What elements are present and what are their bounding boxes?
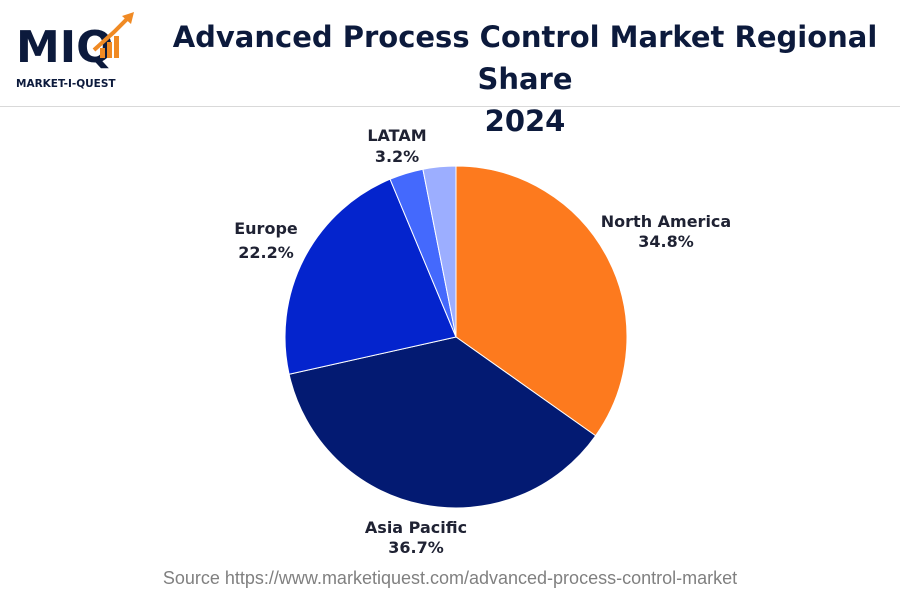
header-divider xyxy=(0,106,900,107)
pie-slice-europe xyxy=(284,178,457,375)
slice-label-europe: Europe xyxy=(234,219,298,238)
source-citation: Source https://www.marketiquest.com/adva… xyxy=(162,568,738,588)
pie-slice-north-america xyxy=(455,165,628,437)
slice-label-asia-pacific: Asia Pacific xyxy=(365,518,467,537)
growth-arrow-icon xyxy=(92,12,134,58)
chart-title: Advanced Process Control Market Regional… xyxy=(160,16,890,142)
chart-title-line-1: Advanced Process Control Market Regional… xyxy=(172,20,878,96)
brand-logo: MIQ MARKET-I-QUEST xyxy=(14,10,144,94)
logo-tagline: MARKET-I-QUEST xyxy=(16,78,116,90)
slice-value-asia-pacific: 36.7% xyxy=(388,538,444,557)
slice-value-europe: 22.2% xyxy=(238,243,294,262)
pie-slice-other xyxy=(422,165,457,338)
slice-value-latam: 3.2% xyxy=(375,147,419,166)
pie-slice-asia-pacific xyxy=(288,336,597,509)
slice-label-north-america: North America xyxy=(601,212,731,231)
slice-label-latam: LATAM xyxy=(367,126,426,145)
slice-value-north-america: 34.8% xyxy=(638,232,694,251)
chart-title-line-2: 2024 xyxy=(484,104,566,138)
